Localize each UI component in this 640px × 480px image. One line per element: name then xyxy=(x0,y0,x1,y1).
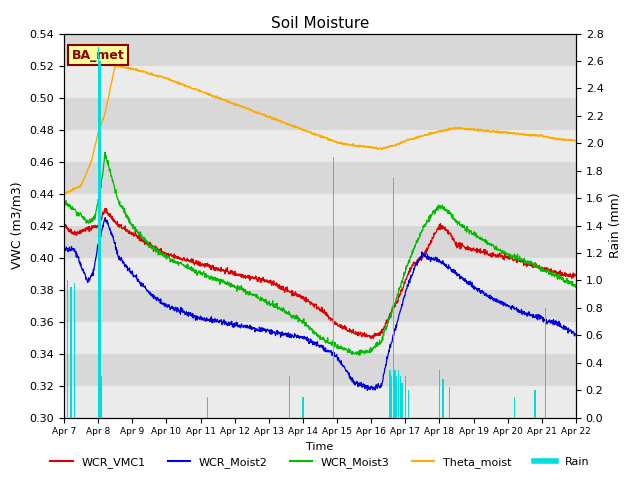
Theta_moist xyxy=(278,119,285,124)
WCR_Moist2 xyxy=(352,380,360,385)
Bar xyxy=(70,288,72,418)
WCR_Moist3 xyxy=(60,200,68,205)
WCR_Moist2 xyxy=(121,264,129,270)
Bar xyxy=(64,354,576,385)
Bar xyxy=(64,322,576,354)
WCR_Moist3 xyxy=(100,163,108,168)
Bar xyxy=(67,280,68,418)
WCR_Moist2 xyxy=(364,387,371,393)
Bar xyxy=(514,397,515,418)
Bar xyxy=(98,48,99,418)
WCR_VMC1 xyxy=(572,273,580,279)
WCR_VMC1 xyxy=(60,222,68,228)
Theta_moist xyxy=(100,114,108,120)
Bar xyxy=(401,384,403,418)
WCR_Moist3 xyxy=(572,281,580,287)
Line: WCR_Moist2: WCR_Moist2 xyxy=(64,217,576,390)
Bar xyxy=(391,376,392,418)
Bar xyxy=(545,308,546,418)
Legend: WCR_VMC1, WCR_Moist2, WCR_Moist3, Theta_moist, Rain: WCR_VMC1, WCR_Moist2, WCR_Moist3, Theta_… xyxy=(46,452,594,472)
Theta_moist xyxy=(352,144,360,149)
Text: BA_met: BA_met xyxy=(72,48,124,61)
Bar xyxy=(74,283,75,418)
Theta_moist xyxy=(60,191,68,196)
WCR_Moist2 xyxy=(100,219,108,225)
WCR_Moist2 xyxy=(298,335,305,340)
Line: Theta_moist: Theta_moist xyxy=(64,65,576,194)
WCR_VMC1 xyxy=(121,227,129,232)
Bar xyxy=(64,289,576,322)
WCR_Moist2 xyxy=(289,332,296,338)
Bar xyxy=(439,370,440,418)
WCR_VMC1 xyxy=(298,294,305,300)
WCR_Moist3 xyxy=(121,208,129,214)
WCR_VMC1 xyxy=(289,293,296,299)
Bar xyxy=(64,258,576,289)
WCR_VMC1 xyxy=(100,210,108,216)
Bar xyxy=(333,157,334,418)
Line: WCR_VMC1: WCR_VMC1 xyxy=(64,209,576,338)
Bar xyxy=(398,370,399,418)
WCR_Moist2 xyxy=(60,246,68,252)
Theta_moist xyxy=(114,62,122,68)
Bar xyxy=(64,34,576,66)
Bar xyxy=(64,66,576,97)
Bar xyxy=(399,376,401,418)
Bar xyxy=(64,385,576,418)
WCR_Moist3 xyxy=(278,306,285,312)
Title: Soil Moisture: Soil Moisture xyxy=(271,16,369,31)
Bar xyxy=(64,226,576,258)
Bar xyxy=(442,379,444,418)
WCR_Moist3 xyxy=(356,352,364,358)
X-axis label: Time: Time xyxy=(307,442,333,452)
WCR_VMC1 xyxy=(352,328,360,334)
Bar xyxy=(289,376,290,418)
WCR_VMC1 xyxy=(101,206,109,212)
Y-axis label: VWC (m3/m3): VWC (m3/m3) xyxy=(11,182,24,269)
WCR_Moist3 xyxy=(289,314,296,320)
Bar xyxy=(389,370,390,418)
Theta_moist xyxy=(289,123,296,129)
Bar xyxy=(449,387,451,418)
Bar xyxy=(396,376,397,418)
Bar xyxy=(64,193,576,226)
Theta_moist xyxy=(122,64,129,70)
Bar xyxy=(404,376,406,418)
WCR_VMC1 xyxy=(278,285,285,290)
Bar xyxy=(302,397,303,418)
Theta_moist xyxy=(572,138,580,144)
Bar xyxy=(393,178,394,418)
WCR_Moist3 xyxy=(352,350,360,356)
WCR_Moist3 xyxy=(298,318,305,324)
Line: WCR_Moist3: WCR_Moist3 xyxy=(64,152,576,355)
Y-axis label: Rain (mm): Rain (mm) xyxy=(609,193,622,258)
Bar xyxy=(64,97,576,130)
WCR_Moist2 xyxy=(572,331,580,336)
WCR_Moist2 xyxy=(102,215,109,220)
Bar xyxy=(408,390,410,418)
WCR_VMC1 xyxy=(367,336,375,341)
Bar xyxy=(64,162,576,193)
Theta_moist xyxy=(62,191,70,197)
Bar xyxy=(394,370,396,418)
Theta_moist xyxy=(298,126,305,132)
Bar xyxy=(99,61,100,418)
Bar xyxy=(207,397,208,418)
WCR_Moist3 xyxy=(101,149,109,155)
WCR_Moist2 xyxy=(278,333,285,338)
Bar xyxy=(64,130,576,162)
Bar xyxy=(101,376,102,418)
Bar xyxy=(534,390,536,418)
